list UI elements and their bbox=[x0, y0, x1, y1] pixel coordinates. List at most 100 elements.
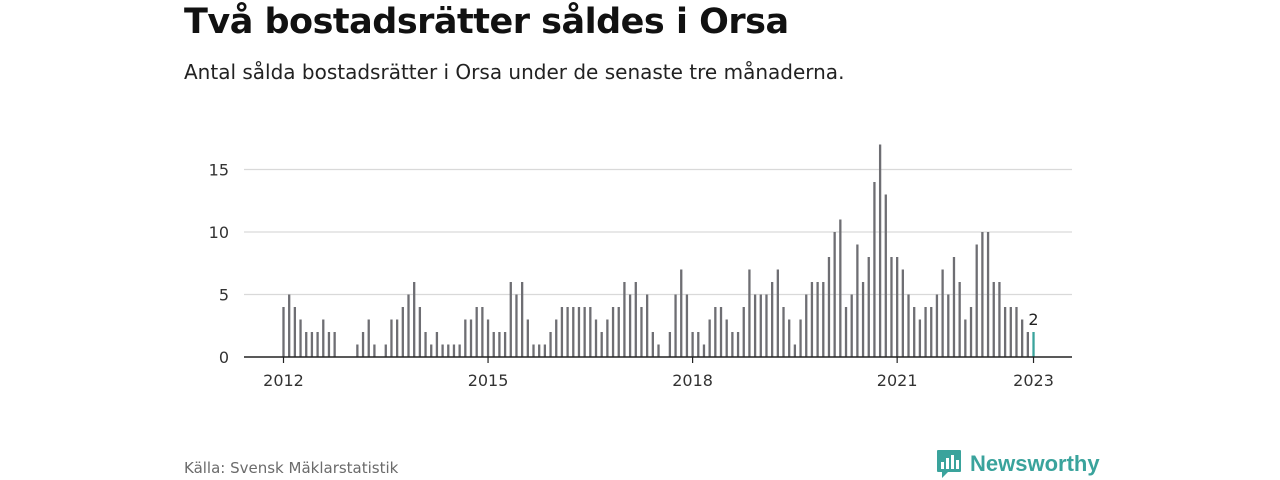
bar bbox=[481, 307, 484, 357]
bar bbox=[333, 332, 336, 357]
bar bbox=[850, 294, 853, 357]
bar bbox=[827, 257, 831, 357]
bars bbox=[282, 144, 1035, 357]
bar bbox=[975, 244, 978, 357]
bar bbox=[776, 269, 779, 357]
bar bbox=[515, 294, 518, 357]
bar bbox=[634, 282, 637, 357]
bar bbox=[935, 294, 939, 357]
bar bbox=[742, 307, 745, 357]
bar bbox=[503, 332, 507, 357]
bar bbox=[447, 344, 450, 357]
x-axis: 2012 2015 2018 2021 2023 bbox=[244, 356, 1072, 390]
source-note: Källa: Svensk Mäklarstatistik bbox=[184, 459, 399, 477]
bar bbox=[771, 282, 774, 357]
gridlines bbox=[244, 168, 1072, 296]
bar bbox=[543, 344, 547, 357]
bar bbox=[1021, 319, 1024, 357]
bar bbox=[816, 282, 819, 357]
bar bbox=[1003, 307, 1007, 357]
bar bbox=[941, 269, 944, 357]
bar bbox=[486, 319, 490, 357]
bar bbox=[464, 319, 467, 357]
bar bbox=[299, 319, 302, 357]
bar bbox=[384, 344, 387, 357]
bar bbox=[356, 344, 359, 357]
bar bbox=[555, 319, 558, 357]
bar bbox=[435, 332, 439, 357]
bar bbox=[805, 294, 808, 357]
bar bbox=[322, 319, 325, 357]
bar bbox=[566, 307, 569, 357]
annotations: 2 bbox=[1028, 310, 1038, 329]
y-axis: 0 5 10 15 bbox=[209, 161, 229, 368]
bar bbox=[395, 319, 399, 357]
bar bbox=[839, 219, 842, 357]
bar bbox=[856, 244, 859, 357]
bar bbox=[765, 294, 768, 357]
bar bbox=[748, 269, 751, 357]
bar bbox=[1015, 307, 1018, 357]
bar bbox=[645, 294, 649, 357]
bar bbox=[691, 332, 694, 357]
bar bbox=[532, 344, 535, 357]
bar bbox=[685, 294, 689, 357]
bar bbox=[788, 319, 791, 357]
bar bbox=[907, 294, 910, 357]
bar bbox=[930, 307, 933, 357]
bar bbox=[697, 332, 700, 357]
bar bbox=[469, 319, 473, 357]
bar bbox=[901, 269, 904, 357]
bar bbox=[549, 332, 552, 357]
bar bbox=[964, 319, 967, 357]
bar bbox=[458, 344, 461, 357]
bar bbox=[890, 257, 893, 357]
bar bbox=[282, 307, 285, 357]
bar bbox=[498, 332, 501, 357]
bar bbox=[833, 232, 836, 357]
bar bbox=[992, 282, 995, 357]
bar bbox=[583, 307, 586, 357]
bar bbox=[651, 332, 654, 357]
bar bbox=[958, 282, 961, 357]
bar bbox=[657, 344, 660, 357]
bar bbox=[884, 194, 887, 357]
bar bbox=[572, 307, 575, 357]
bar bbox=[918, 319, 922, 357]
bar bbox=[413, 282, 416, 357]
bar bbox=[367, 319, 370, 357]
bar bbox=[452, 344, 456, 357]
bar bbox=[861, 282, 865, 357]
bar bbox=[799, 319, 802, 357]
bar bbox=[640, 307, 643, 357]
last-value-label: 2 bbox=[1028, 310, 1038, 329]
bar bbox=[844, 307, 848, 357]
bar bbox=[475, 307, 478, 357]
bar bbox=[538, 344, 541, 357]
x-tick-label-2023: 2023 bbox=[1013, 371, 1054, 390]
bar bbox=[924, 307, 927, 357]
y-tick-label-5: 5 bbox=[219, 286, 229, 305]
bar bbox=[520, 282, 524, 357]
bar bbox=[1026, 332, 1029, 357]
brand-logo[interactable]: Newsworthy bbox=[936, 448, 1100, 480]
bar bbox=[310, 332, 314, 357]
bar bbox=[589, 307, 592, 357]
brand-name: Newsworthy bbox=[970, 451, 1100, 476]
bar bbox=[708, 319, 711, 357]
chart-title: Två bostadsrätter såldes i Orsa bbox=[184, 2, 789, 42]
bar bbox=[430, 344, 433, 357]
bar bbox=[577, 307, 581, 357]
y-tick-label-15: 15 bbox=[209, 161, 229, 180]
bar bbox=[628, 294, 632, 357]
bar bbox=[492, 332, 495, 357]
bar bbox=[759, 294, 762, 357]
bar bbox=[606, 319, 609, 357]
bar bbox=[305, 332, 308, 357]
bar bbox=[594, 319, 598, 357]
bar bbox=[719, 307, 723, 357]
bar bbox=[526, 319, 529, 357]
x-tick-label-2021: 2021 bbox=[877, 371, 918, 390]
bar bbox=[407, 294, 410, 357]
bar bbox=[611, 307, 615, 357]
